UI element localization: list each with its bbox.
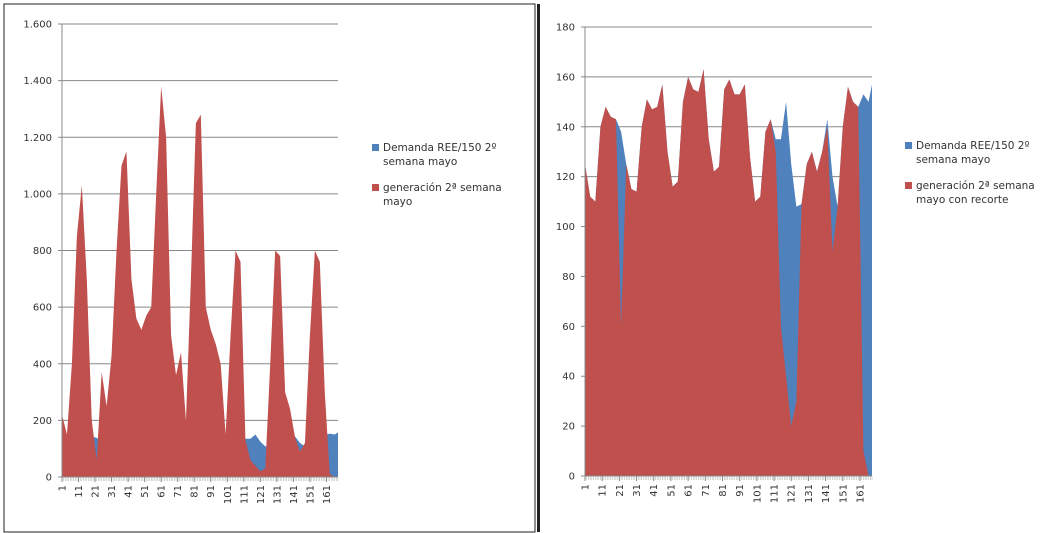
x-tick-label: 81 <box>718 484 729 497</box>
x-tick-label: 101 <box>223 485 234 504</box>
x-tick-label: 1 <box>58 485 69 491</box>
legend-item: Demanda REE/150 2º semana mayo <box>905 139 1062 167</box>
y-tick-label: 40 <box>562 372 575 383</box>
x-tick-label: 31 <box>107 485 118 498</box>
x-tick-label: 11 <box>74 485 85 498</box>
x-tick-label: 151 <box>305 485 316 504</box>
x-tick-label: 41 <box>124 485 135 498</box>
legend-label: Demanda REE/150 2º semana mayo <box>916 140 1030 166</box>
panel-divider <box>537 4 540 532</box>
y-tick-label: 180 <box>556 23 575 34</box>
y-tick-label: 1.000 <box>23 189 52 200</box>
x-tick-label: 41 <box>649 484 660 497</box>
x-tick-label: 91 <box>735 484 746 497</box>
y-tick-label: 0 <box>569 472 575 483</box>
y-tick-label: 200 <box>33 416 52 427</box>
x-tick-label: 61 <box>157 485 168 498</box>
x-tick-label: 1 <box>581 484 592 490</box>
legend-item: generación 2ª semana mayo <box>372 181 532 209</box>
y-tick-label: 120 <box>556 172 575 183</box>
x-tick-label: 131 <box>272 485 283 504</box>
y-tick-label: 20 <box>562 422 575 433</box>
legend-label: generación 2ª semana mayo <box>383 182 502 208</box>
x-tick-label: 81 <box>190 485 201 498</box>
legend-label: generación 2ª semana mayo con recorte <box>916 180 1035 206</box>
x-tick-label: 51 <box>140 485 151 498</box>
x-tick-label: 11 <box>598 484 609 497</box>
legend-swatch <box>905 142 912 149</box>
legend: Demanda REE/150 2º semana mayo generación… <box>372 141 532 221</box>
x-tick-label: 21 <box>91 485 102 498</box>
x-tick-label: 121 <box>256 485 267 504</box>
x-tick-label: 31 <box>632 484 643 497</box>
x-tick-label: 101 <box>752 484 763 503</box>
legend-swatch <box>372 144 379 151</box>
area <box>585 69 872 477</box>
x-tick-label: 141 <box>289 485 300 504</box>
y-tick-label: 60 <box>562 322 575 333</box>
area <box>62 86 338 477</box>
x-tick-label: 21 <box>615 484 626 497</box>
y-tick-label: 1.200 <box>23 133 52 144</box>
x-tick-label: 141 <box>821 484 832 503</box>
legend: Demanda REE/150 2º semana mayo generación… <box>905 139 1062 219</box>
panel-border <box>3 3 536 533</box>
y-tick-label: 80 <box>562 272 575 283</box>
y-tick-label: 800 <box>33 246 52 257</box>
legend-swatch <box>372 184 379 191</box>
y-tick-label: 400 <box>33 359 52 370</box>
x-tick-label: 51 <box>666 484 677 497</box>
y-tick-label: 100 <box>556 222 575 233</box>
x-tick-label: 161 <box>322 485 333 504</box>
y-tick-label: 0 <box>46 473 52 484</box>
y-tick-label: 1.400 <box>23 76 52 87</box>
x-tick-label: 71 <box>701 484 712 497</box>
x-tick-label: 111 <box>239 485 250 504</box>
x-tick-label: 121 <box>787 484 798 503</box>
x-tick-label: 151 <box>838 484 849 503</box>
legend-item: Demanda REE/150 2º semana mayo <box>372 141 532 169</box>
y-tick-label: 600 <box>33 303 52 314</box>
y-tick-label: 160 <box>556 72 575 83</box>
legend-label: Demanda REE/150 2º semana mayo <box>383 142 497 168</box>
x-tick-label: 61 <box>684 484 695 497</box>
x-tick-label: 161 <box>855 484 866 503</box>
legend-item: generación 2ª semana mayo con recorte <box>905 179 1062 207</box>
legend-swatch <box>905 182 912 189</box>
x-tick-label: 111 <box>770 484 781 503</box>
y-tick-label: 1.600 <box>23 20 52 31</box>
y-tick-label: 140 <box>556 122 575 133</box>
x-tick-label: 71 <box>173 485 184 498</box>
x-tick-label: 91 <box>206 485 217 498</box>
x-tick-label: 131 <box>804 484 815 503</box>
